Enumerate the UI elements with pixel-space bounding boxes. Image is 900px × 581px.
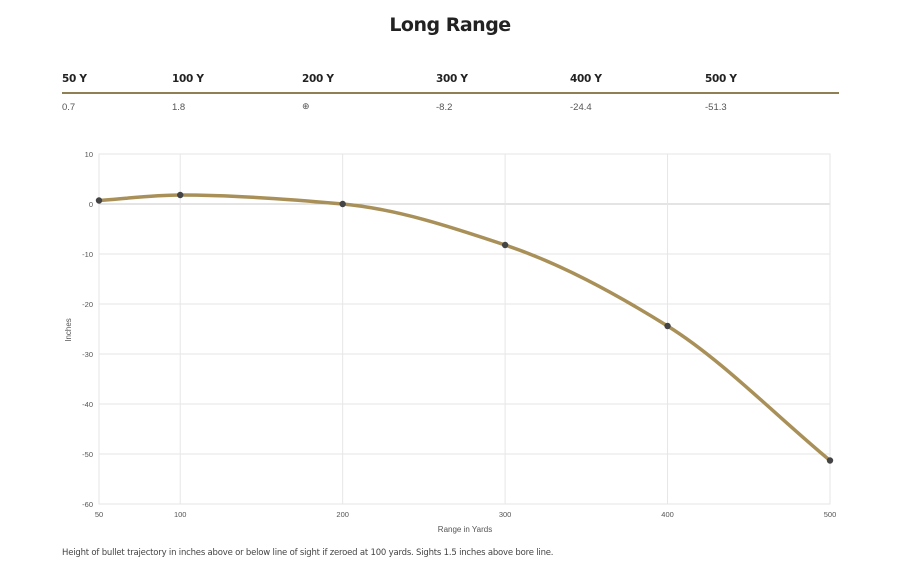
plot-border — [98, 153, 831, 505]
value-300y: -8.2 — [436, 102, 453, 113]
table-header-row: 50 Y 100 Y 200 Y 300 Y 400 Y 500 Y — [62, 68, 839, 94]
x-axis-label: Range in Yards — [438, 525, 492, 534]
value-50y: 0.7 — [62, 102, 76, 113]
data-point — [664, 322, 671, 330]
data-point — [339, 200, 346, 208]
grid-layer — [98, 153, 831, 505]
y-tick-label: -20 — [82, 300, 93, 309]
header-500y: 500 Y — [705, 73, 737, 85]
data-points — [95, 191, 834, 464]
data-point — [501, 241, 509, 249]
header-200y: 200 Y — [302, 73, 334, 85]
header-400y: 400 Y — [570, 73, 602, 85]
x-tick-label: 100 — [174, 510, 187, 519]
value-500y: -51.3 — [705, 102, 727, 113]
y-tick-label: -30 — [82, 350, 93, 359]
x-tick-label: 300 — [499, 510, 512, 519]
trajectory-line — [97, 193, 832, 463]
value-100y: 1.8 — [172, 102, 186, 113]
table-row: 0.7 1.8 ⊕ -8.2 -24.4 -51.3 — [62, 94, 839, 120]
header-300y: 300 Y — [436, 73, 468, 85]
data-point — [826, 457, 834, 464]
header-50y: 50 Y — [62, 73, 87, 85]
zero-crosshair-icon: ⊕ — [302, 102, 310, 112]
x-tick-label: 50 — [95, 510, 103, 519]
trajectory-table: 50 Y 100 Y 200 Y 300 Y 400 Y 500 Y 0.7 1… — [62, 68, 839, 120]
y-tick-label: -10 — [82, 250, 93, 259]
y-tick-label: -40 — [82, 400, 93, 409]
data-point — [177, 191, 184, 199]
page-title: Long Range — [389, 14, 511, 36]
data-point — [95, 197, 103, 204]
y-tick-label: -50 — [82, 450, 93, 459]
footnote: Height of bullet trajectory in inches ab… — [62, 548, 554, 558]
x-tick-label: 500 — [824, 510, 837, 519]
value-400y: -24.4 — [570, 102, 592, 113]
x-tick-label: 400 — [661, 510, 674, 519]
x-tick-label: 200 — [336, 510, 349, 519]
header-100y: 100 Y — [172, 73, 204, 85]
y-tick-label: 0 — [89, 200, 93, 209]
y-tick-label: -60 — [82, 500, 93, 509]
y-axis-label: Inches — [64, 318, 73, 342]
y-tick-label: 10 — [85, 150, 93, 159]
